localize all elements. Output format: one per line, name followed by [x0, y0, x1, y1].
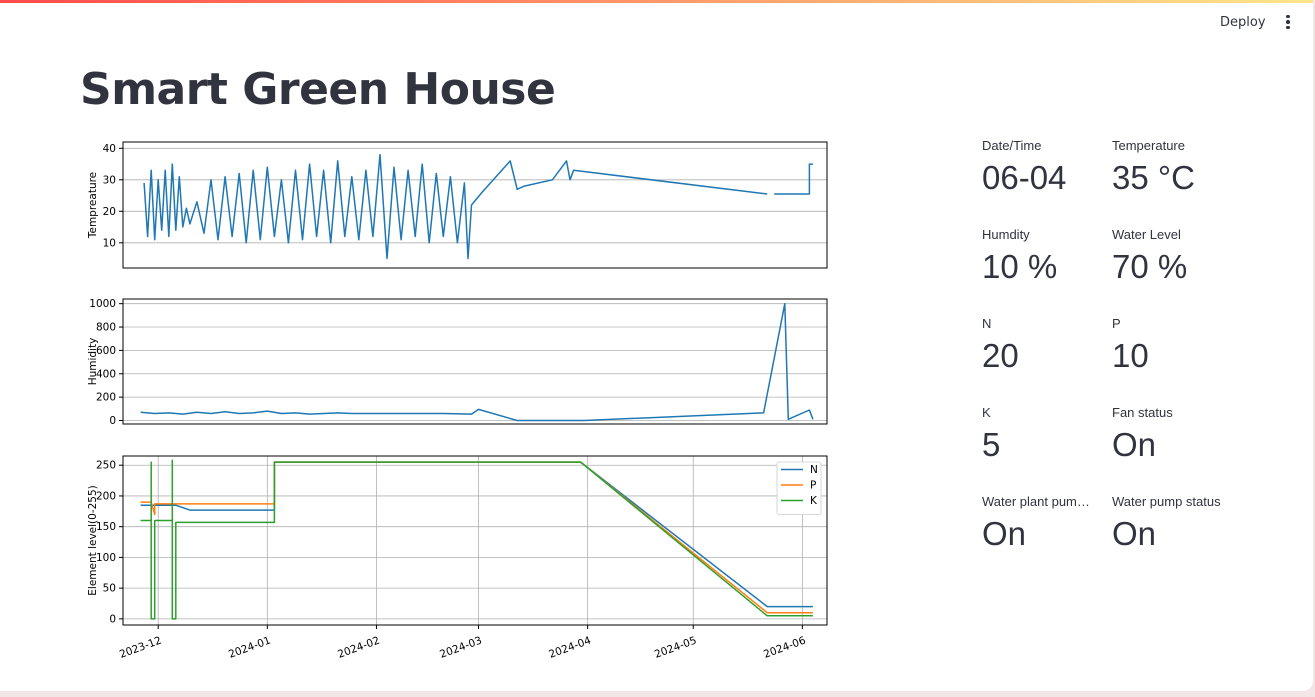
y-tick-label: 100 — [96, 552, 116, 564]
metric-k: K 5 — [982, 405, 1107, 464]
series-line — [140, 302, 814, 422]
page-title: Smart Green House — [80, 64, 556, 115]
x-tick-label: 2024-02 — [336, 635, 381, 661]
metric-n: N 20 — [982, 316, 1107, 375]
y-tick-label: 50 — [103, 583, 116, 595]
metric-value: 10 — [1112, 337, 1149, 374]
metric-value: 70 % — [1112, 248, 1188, 285]
metric-fan-status: Fan status On — [1112, 405, 1237, 464]
metric-p: P 10 — [1112, 316, 1237, 375]
y-tick-label: 1000 — [89, 298, 116, 310]
legend-label-n: N — [810, 464, 818, 476]
x-tick-label: 2024-06 — [762, 634, 808, 660]
metric-temperature: Temperature 35 °C — [1112, 138, 1237, 197]
x-tick-label: 2024-05 — [653, 635, 698, 661]
x-tick-label: 2024-01 — [227, 635, 272, 661]
metric-value: 20 — [982, 337, 1019, 374]
metric-label: Temperature — [1112, 138, 1185, 153]
y-axis-label: Element level(0-255) — [87, 485, 99, 595]
y-tick-label: 600 — [96, 345, 116, 357]
series-line-p — [140, 461, 813, 614]
y-tick-label: 30 — [103, 174, 116, 186]
y-tick-label: 200 — [96, 490, 116, 502]
deploy-button[interactable]: Deploy — [1220, 15, 1266, 30]
metric-value: 5 — [982, 426, 1001, 463]
plot-frame — [122, 298, 828, 425]
metric-label: K — [982, 405, 991, 420]
y-tick-label: 400 — [96, 368, 116, 380]
metric-value: On — [1112, 426, 1157, 463]
metric-label: Fan status — [1112, 405, 1173, 420]
metric-label: Humdity — [982, 227, 1030, 242]
x-tick-label: 2024-04 — [547, 634, 593, 660]
metric-water-plant-pump: Water plant pum… On — [982, 494, 1107, 553]
metric-label: Date/Time — [982, 138, 1042, 153]
metric-value: 06-04 — [982, 159, 1067, 196]
metric-humidity: Humdity 10 % — [982, 227, 1107, 286]
metric-value: On — [1112, 515, 1157, 552]
x-tick-label: 2024-03 — [438, 635, 483, 661]
top-decoration-bar — [0, 0, 1313, 3]
metric-label: Water plant pum… — [982, 494, 1090, 509]
y-tick-label: 10 — [103, 237, 116, 249]
metric-label: Water pump status — [1112, 494, 1221, 509]
y-tick-label: 150 — [96, 521, 116, 533]
metric-value: 10 % — [982, 248, 1058, 285]
series-line — [774, 163, 813, 195]
metric-value: 35 °C — [1112, 159, 1195, 196]
kebab-menu-icon[interactable] — [1280, 13, 1296, 33]
metric-value: On — [982, 515, 1027, 552]
series-line — [143, 153, 768, 260]
plot-frame — [122, 455, 828, 626]
x-tick-label: 2023-12 — [118, 635, 163, 661]
y-tick-label: 20 — [103, 206, 116, 218]
metric-water-level: Water Level 70 % — [1112, 227, 1237, 286]
y-tick-label: 200 — [96, 392, 116, 404]
charts-svg: 10203040Tempreature02004006008001000Humi… — [87, 141, 828, 661]
series-line-n — [140, 461, 813, 608]
metric-label: Water Level — [1112, 227, 1181, 242]
y-tick-label: 250 — [96, 460, 116, 472]
y-axis-label: Humidity — [87, 338, 99, 386]
metric-label: P — [1112, 316, 1121, 331]
y-tick-label: 0 — [109, 415, 116, 427]
metric-date-time: Date/Time 06-04 — [982, 138, 1107, 197]
metric-label: N — [982, 316, 992, 331]
plot-frame — [122, 141, 828, 269]
legend-box — [776, 461, 822, 515]
series-line-k — [140, 459, 813, 620]
y-tick-label: 0 — [109, 613, 116, 625]
y-tick-label: 800 — [96, 322, 116, 334]
y-axis-label: Tempreature — [87, 172, 99, 239]
y-tick-label: 40 — [103, 143, 116, 155]
legend-label-p: P — [810, 480, 816, 492]
legend-label-k: K — [810, 495, 818, 507]
metric-water-pump-status: Water pump status On — [1112, 494, 1237, 553]
charts-area: 10 20 30 40 Tempreature 0 200 400 600 800 1000 Humi… — [80, 132, 840, 662]
